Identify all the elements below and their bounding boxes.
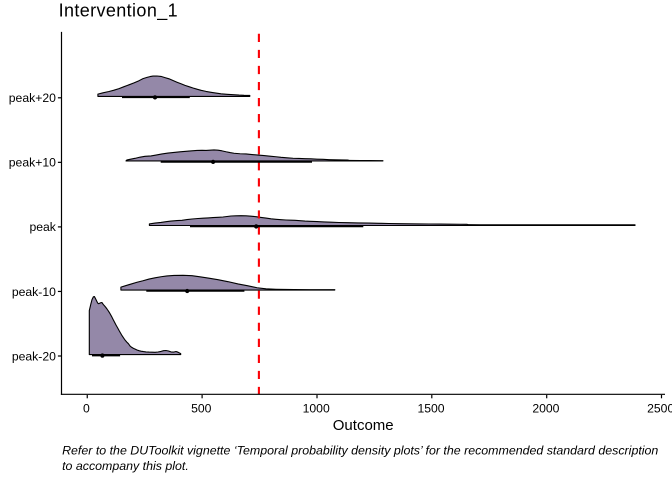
svg-text:1500: 1500 [417, 401, 444, 415]
svg-text:Outcome: Outcome [333, 417, 394, 434]
svg-text:peak+10: peak+10 [9, 156, 56, 170]
svg-text:peak: peak [29, 220, 56, 234]
svg-text:peak-10: peak-10 [12, 285, 56, 299]
svg-text:500: 500 [191, 401, 212, 415]
svg-text:0: 0 [83, 401, 90, 415]
svg-text:Refer to the DUToolkit vignett: Refer to the DUToolkit vignette ‘Tempora… [62, 443, 658, 457]
svg-text:2000: 2000 [532, 401, 559, 415]
svg-text:peak+20: peak+20 [9, 91, 56, 105]
svg-text:1000: 1000 [303, 401, 330, 415]
svg-text:peak-20: peak-20 [12, 349, 56, 363]
svg-text:to accompany this plot.: to accompany this plot. [62, 459, 189, 473]
svg-text:2500: 2500 [647, 401, 672, 415]
svg-text:Intervention_1: Intervention_1 [59, 0, 178, 21]
